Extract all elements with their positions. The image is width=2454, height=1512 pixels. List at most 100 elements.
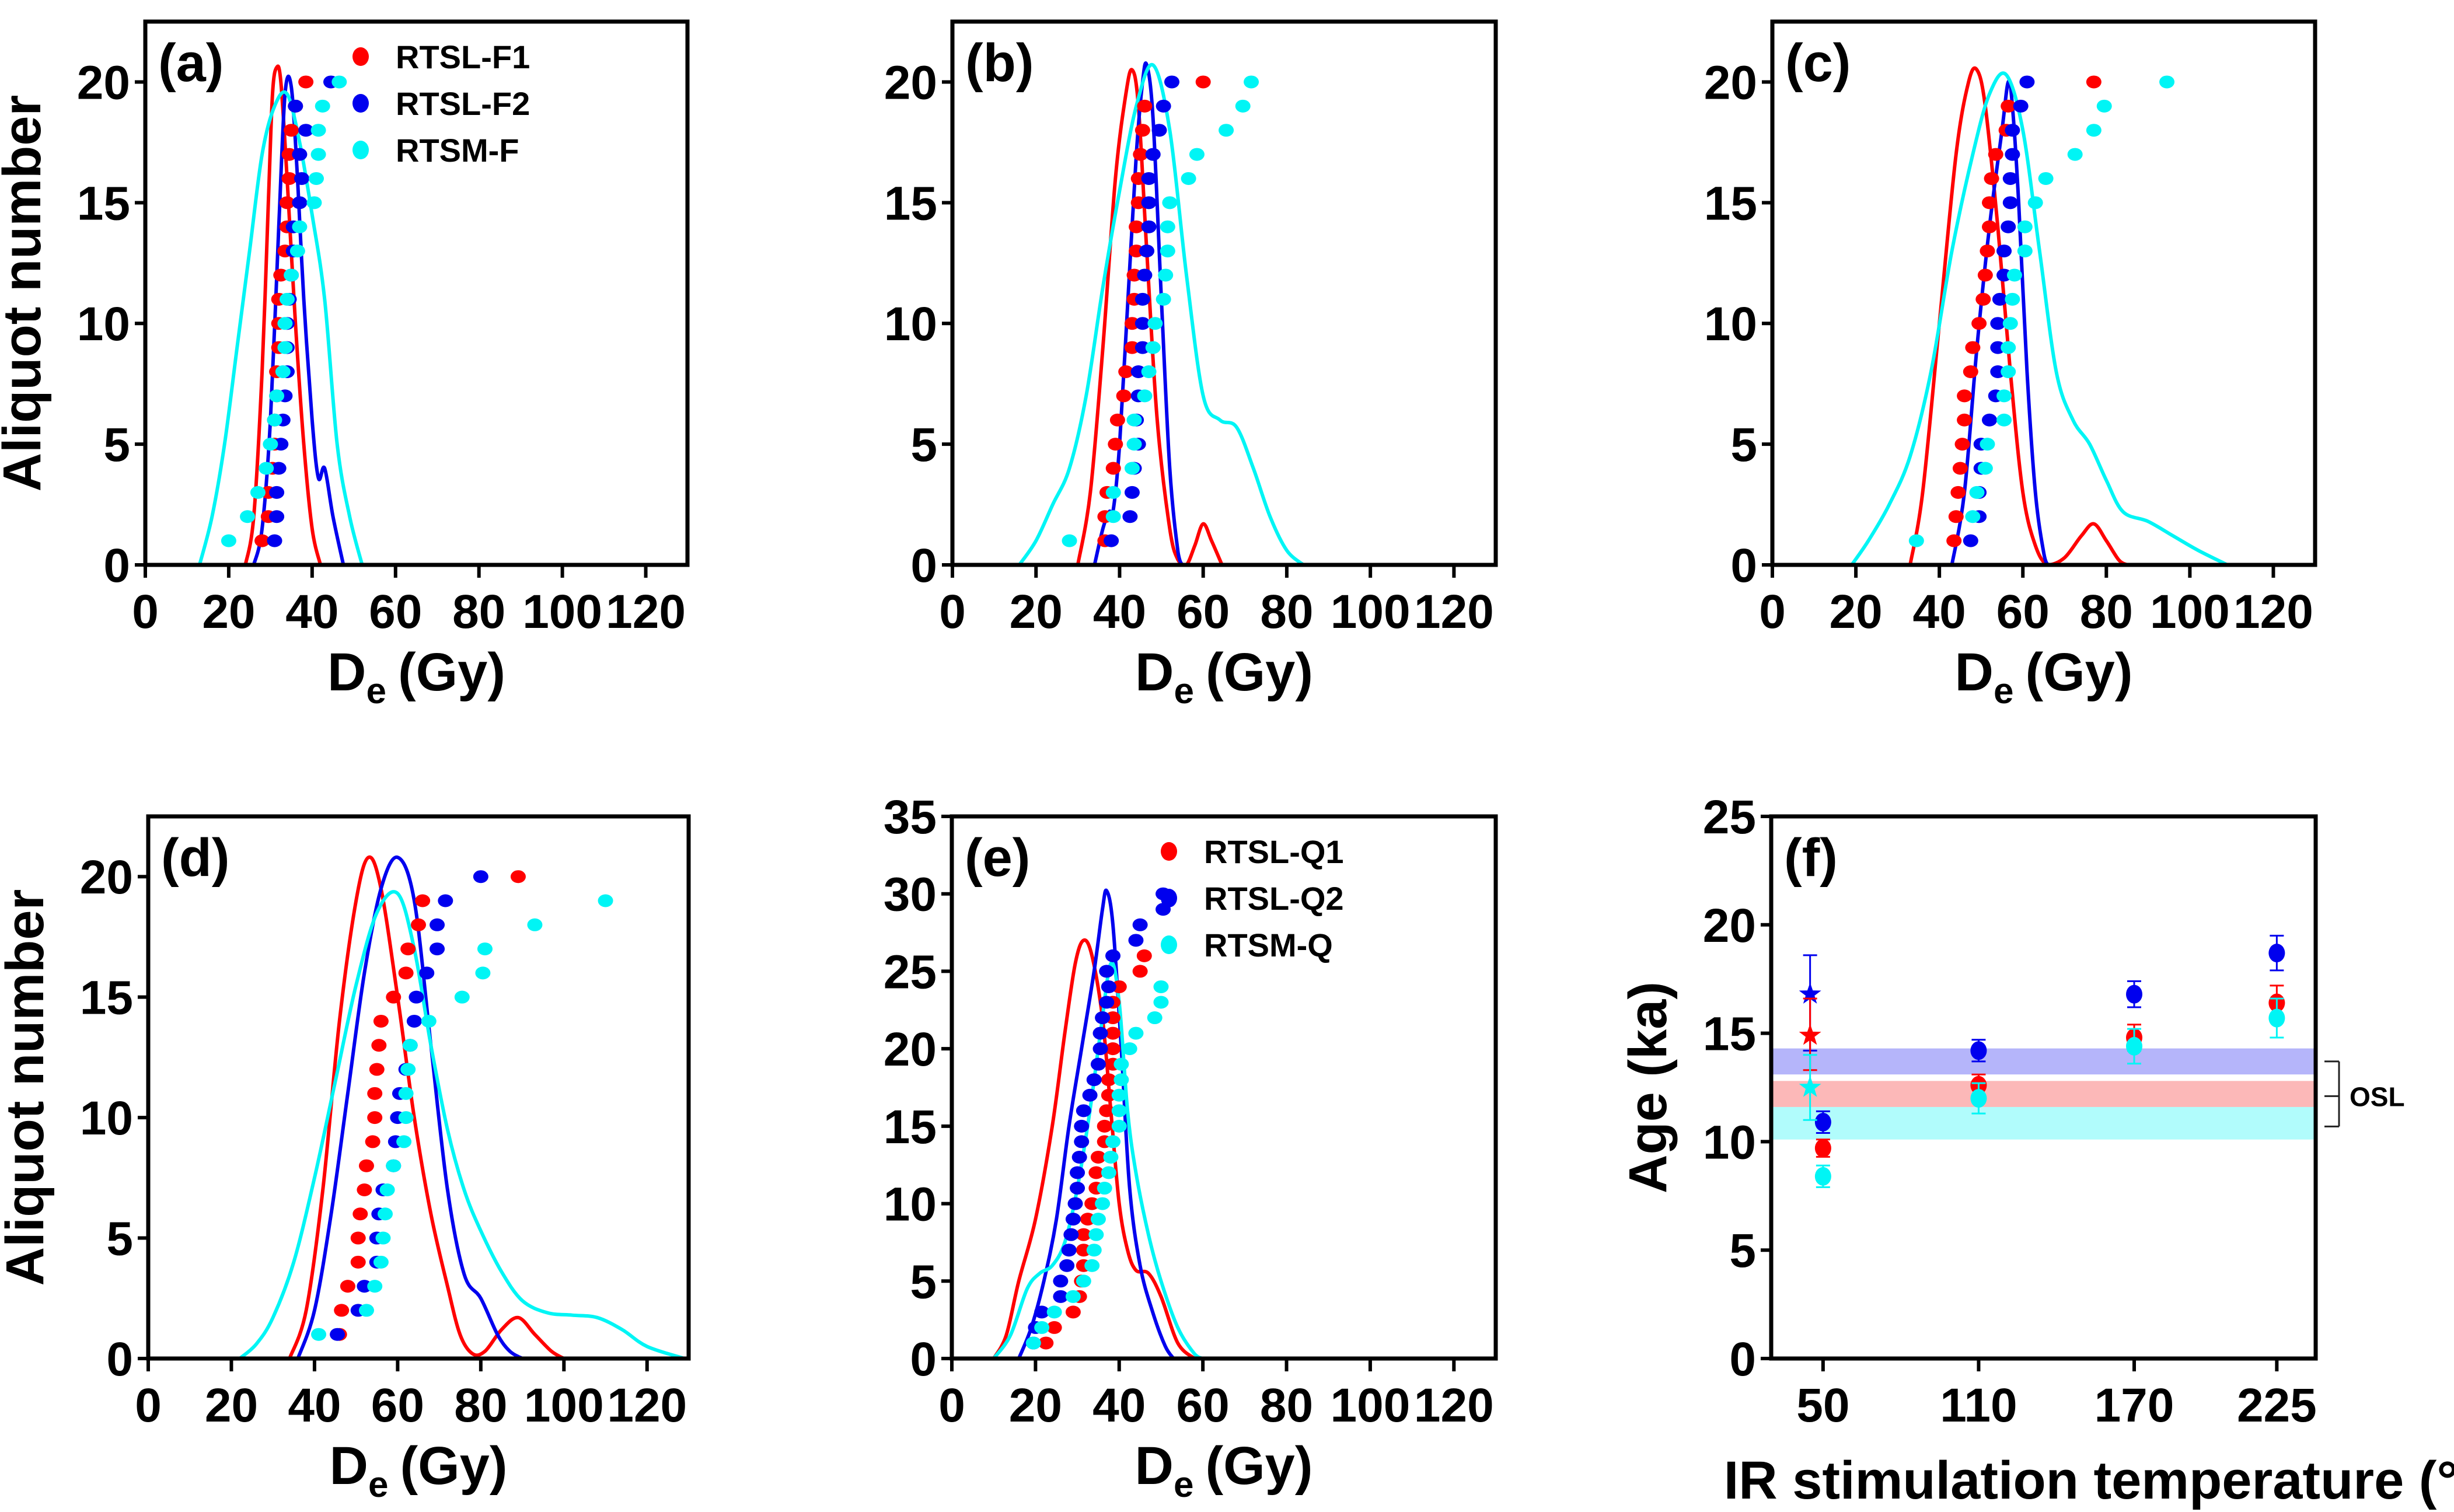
y-tick-label: 0: [103, 539, 130, 592]
data-point: [2067, 148, 2083, 161]
data-point: [1235, 99, 1251, 113]
data-point: [1126, 438, 1142, 451]
data-point: [379, 1183, 395, 1196]
y-tick-label: 20: [77, 56, 130, 109]
data-point: [1122, 1042, 1137, 1056]
data-point: [288, 99, 303, 113]
data-point: [371, 1039, 387, 1052]
data-point: [2013, 99, 2029, 113]
x-axis-label: De (Gy): [1135, 1436, 1313, 1505]
x-tick-label: 20: [1829, 585, 1882, 638]
data-point: [1133, 148, 1149, 161]
data-point: [1061, 1244, 1077, 1257]
y-tick-label: 10: [77, 298, 130, 351]
data-point: [1982, 413, 1997, 427]
y-tick-label: 5: [910, 1255, 937, 1308]
x-tick-label: 60: [1177, 1379, 1230, 1432]
y-tick-label: 0: [106, 1333, 133, 1386]
data-point: [334, 1304, 350, 1317]
x-tick-label: 20: [202, 585, 255, 638]
x-tick-label: 225: [2237, 1379, 2317, 1432]
data-point: [367, 1087, 383, 1100]
data-point: [400, 1063, 416, 1076]
data-point: [438, 894, 453, 907]
legend-label: RTSL-Q1: [1204, 833, 1344, 870]
data-point: [1195, 75, 1211, 89]
x-axis-label: IR stimulation temperature (°C): [1724, 1451, 2454, 1510]
data-point: [475, 966, 491, 980]
data-point: [510, 870, 526, 884]
y-tick-label: 15: [884, 177, 937, 230]
data-point: [1970, 1041, 1987, 1060]
data-point: [2126, 984, 2142, 1004]
data-point: [1137, 268, 1153, 282]
data-point: [1135, 292, 1150, 306]
x-tick-label: 40: [1093, 585, 1146, 638]
x-axis-label-unit: (Gy): [1205, 1436, 1312, 1496]
x-axis-label-main: D: [1955, 642, 1994, 702]
data-point: [292, 196, 308, 209]
y-tick-label: 10: [80, 1092, 133, 1145]
data-point: [1076, 1244, 1091, 1257]
star-marker: [1799, 1075, 1821, 1097]
x-tick-label: 120: [606, 585, 686, 638]
x-tick-label: 80: [1260, 585, 1313, 638]
data-point: [1996, 389, 2012, 403]
data-point: [1101, 1073, 1116, 1087]
data-point: [308, 172, 324, 185]
density-curve-rtsm-f: [197, 90, 364, 565]
data-point: [352, 1207, 368, 1221]
data-point: [267, 413, 282, 427]
legend-label: RTSL-Q2: [1204, 880, 1344, 917]
data-point: [1097, 1182, 1112, 1195]
data-point: [1124, 341, 1140, 354]
x-tick-label: 60: [371, 1379, 424, 1432]
data-point: [1090, 1150, 1106, 1164]
x-axis-label-main: D: [327, 642, 366, 702]
data-point: [2005, 148, 2020, 161]
data-point: [1908, 534, 1924, 547]
data-point: [1034, 1305, 1050, 1319]
density-curve-rtsm-f: [1850, 71, 2229, 567]
data-point: [273, 438, 289, 451]
data-point: [2027, 196, 2043, 209]
x-axis-label: De (Gy): [1135, 642, 1313, 711]
data-point: [310, 124, 326, 137]
data-point: [396, 1135, 412, 1148]
data-point: [1076, 1274, 1091, 1288]
panel-label: (e): [965, 828, 1030, 888]
data-point: [1046, 1305, 1062, 1319]
data-point: [1086, 1244, 1102, 1257]
data-point: [415, 894, 431, 907]
legend-label: RTSL-F2: [396, 85, 530, 122]
y-tick-label: 30: [884, 868, 937, 921]
legend-label: RTSL-F1: [396, 39, 530, 75]
data-point: [1946, 534, 1962, 547]
x-tick-label: 120: [1414, 585, 1494, 638]
data-point: [331, 75, 347, 89]
density-curve-rtsm-f: [238, 890, 685, 1360]
data-point: [1969, 486, 1985, 499]
y-tick-label: 5: [1729, 1224, 1756, 1277]
x-tick-label: 0: [135, 1379, 162, 1432]
data-point: [357, 1183, 372, 1196]
data-point: [454, 990, 470, 1004]
data-point: [598, 894, 613, 907]
data-point: [1971, 317, 1987, 330]
data-point: [254, 534, 270, 547]
data-point: [273, 268, 289, 282]
data-point: [271, 462, 287, 475]
data-point: [369, 1063, 385, 1076]
data-point: [1105, 1026, 1121, 1040]
density-curve-rtsm-f: [1018, 62, 1305, 567]
plot-frame: [1769, 814, 2318, 1361]
star-marker: [1799, 982, 1821, 1004]
data-point: [1147, 317, 1163, 330]
data-point: [406, 1014, 422, 1028]
data-point: [1984, 172, 1999, 185]
data-point: [1130, 172, 1146, 185]
data-point: [1219, 124, 1234, 137]
plot-frame: [1770, 19, 2317, 567]
data-point: [1963, 365, 1978, 378]
data-point: [279, 196, 295, 209]
